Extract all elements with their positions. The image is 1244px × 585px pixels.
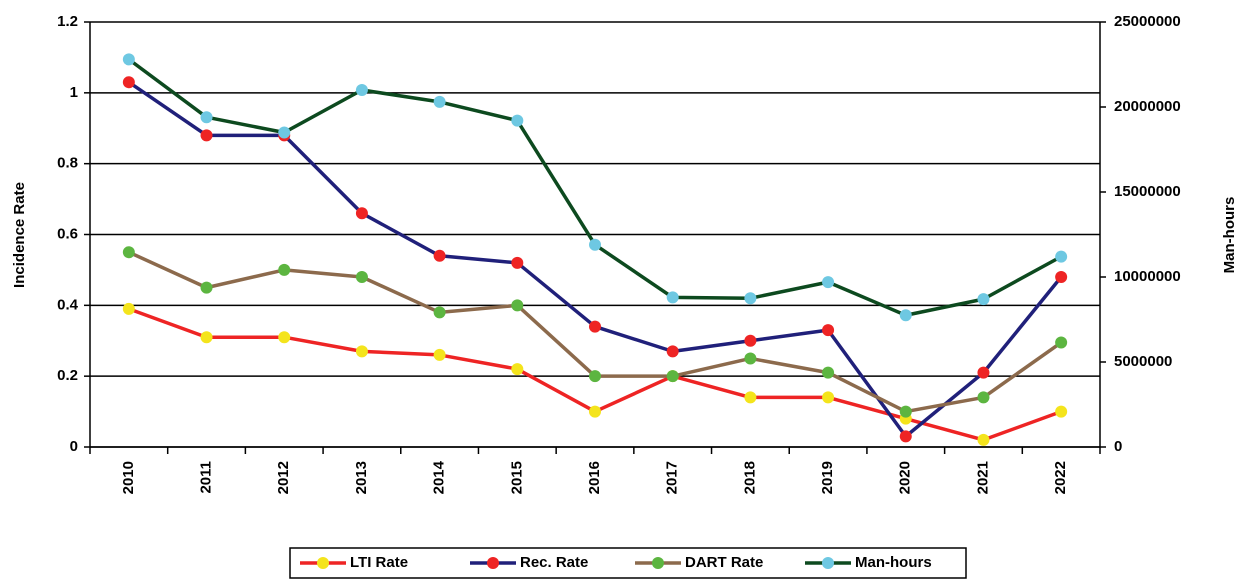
series-line bbox=[127, 57, 1062, 317]
data-point bbox=[977, 293, 990, 306]
data-point bbox=[511, 363, 524, 376]
y2-tick-label: 5000000 bbox=[1114, 353, 1172, 370]
data-point bbox=[511, 114, 524, 127]
data-point bbox=[122, 53, 135, 66]
x-tick-label: 2010 bbox=[120, 461, 137, 494]
data-point bbox=[822, 391, 835, 404]
data-point bbox=[666, 345, 679, 358]
data-point bbox=[200, 111, 213, 124]
data-point bbox=[666, 370, 679, 383]
data-point bbox=[200, 331, 213, 344]
data-point bbox=[355, 345, 368, 358]
data-point bbox=[511, 299, 524, 312]
data-point bbox=[278, 263, 291, 276]
data-point bbox=[589, 320, 601, 333]
y-tick-label: 0.4 bbox=[57, 296, 79, 313]
data-point bbox=[666, 291, 679, 304]
data-point bbox=[589, 370, 601, 383]
data-point bbox=[822, 276, 835, 289]
data-point bbox=[200, 281, 213, 294]
data-point bbox=[822, 366, 835, 379]
legend-label: DART Rate bbox=[685, 554, 763, 571]
y-tick-label: 1.2 bbox=[57, 13, 78, 30]
y2-tick-label: 0 bbox=[1114, 438, 1122, 455]
legend-box bbox=[289, 547, 967, 579]
data-point bbox=[433, 249, 446, 262]
data-point bbox=[278, 331, 291, 344]
y-tick-label: 0.6 bbox=[57, 225, 78, 242]
data-point bbox=[977, 366, 990, 379]
x-tick-label: 2012 bbox=[275, 461, 292, 494]
x-tick-label: 2014 bbox=[431, 460, 448, 494]
data-point bbox=[355, 84, 368, 96]
x-tick-label: 2020 bbox=[897, 461, 914, 494]
x-tick-label: 2016 bbox=[586, 461, 603, 494]
legend-marker bbox=[487, 557, 499, 569]
x-tick-label: 2021 bbox=[974, 461, 991, 494]
data-point bbox=[1055, 405, 1068, 418]
legend-label: Man-hours bbox=[855, 554, 932, 571]
legend-label: LTI Rate bbox=[350, 554, 408, 571]
y-tick-label: 0.8 bbox=[57, 155, 78, 172]
data-point bbox=[122, 76, 135, 89]
x-tick-label: 2022 bbox=[1052, 461, 1069, 494]
data-point bbox=[122, 246, 135, 259]
data-point bbox=[200, 129, 213, 142]
data-point bbox=[744, 391, 757, 404]
data-point bbox=[744, 352, 757, 365]
y-axis-label: Incidence Rate bbox=[11, 182, 28, 288]
data-point bbox=[433, 306, 446, 319]
y-tick-label: 0 bbox=[70, 438, 78, 455]
y2-tick-label: 20000000 bbox=[1114, 98, 1181, 115]
legend-marker bbox=[317, 557, 329, 569]
data-point bbox=[589, 238, 601, 251]
y2-axis-label: Man-hours bbox=[1221, 197, 1238, 274]
x-tick-label: 2013 bbox=[353, 461, 370, 494]
legend-marker bbox=[652, 557, 664, 569]
data-point bbox=[1055, 336, 1068, 349]
data-point bbox=[822, 324, 835, 337]
y2-tick-label: 15000000 bbox=[1114, 183, 1181, 200]
data-point bbox=[355, 207, 368, 220]
data-point bbox=[433, 348, 446, 361]
y2-tick-label: 25000000 bbox=[1114, 13, 1181, 30]
data-point bbox=[977, 433, 990, 446]
data-point bbox=[744, 292, 757, 305]
data-point bbox=[122, 302, 135, 315]
data-point bbox=[899, 405, 912, 418]
legend-label: Rec. Rate bbox=[520, 554, 588, 571]
legend-marker bbox=[822, 557, 834, 569]
data-point bbox=[1055, 271, 1068, 283]
x-tick-label: 2015 bbox=[508, 461, 525, 494]
data-point bbox=[744, 334, 757, 347]
data-point bbox=[278, 126, 291, 139]
y-tick-label: 1 bbox=[70, 84, 78, 101]
y-tick-label: 0.2 bbox=[57, 367, 78, 384]
data-point bbox=[433, 95, 446, 108]
data-point bbox=[1055, 250, 1068, 263]
series-line bbox=[127, 80, 1063, 439]
data-point bbox=[589, 405, 601, 418]
data-point bbox=[899, 309, 912, 322]
y2-tick-label: 10000000 bbox=[1114, 268, 1181, 285]
x-tick-label: 2017 bbox=[664, 461, 681, 494]
data-point bbox=[899, 430, 912, 443]
x-tick-label: 2019 bbox=[819, 461, 836, 494]
data-point bbox=[511, 256, 524, 269]
x-tick-label: 2018 bbox=[741, 461, 758, 494]
x-tick-label: 2011 bbox=[198, 461, 215, 494]
data-point bbox=[977, 391, 990, 404]
data-point bbox=[355, 271, 368, 283]
